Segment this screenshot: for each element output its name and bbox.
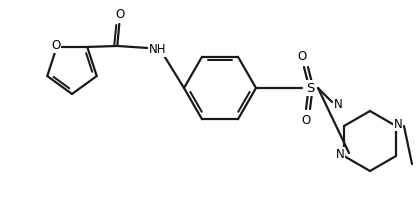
Text: O: O <box>51 40 60 52</box>
Text: NH: NH <box>148 43 166 56</box>
Text: O: O <box>301 113 311 127</box>
Text: S: S <box>306 81 314 95</box>
Text: N: N <box>394 118 403 130</box>
Text: N: N <box>336 148 344 160</box>
Text: N: N <box>334 97 342 111</box>
Text: O: O <box>116 8 125 21</box>
Text: O: O <box>297 49 307 62</box>
